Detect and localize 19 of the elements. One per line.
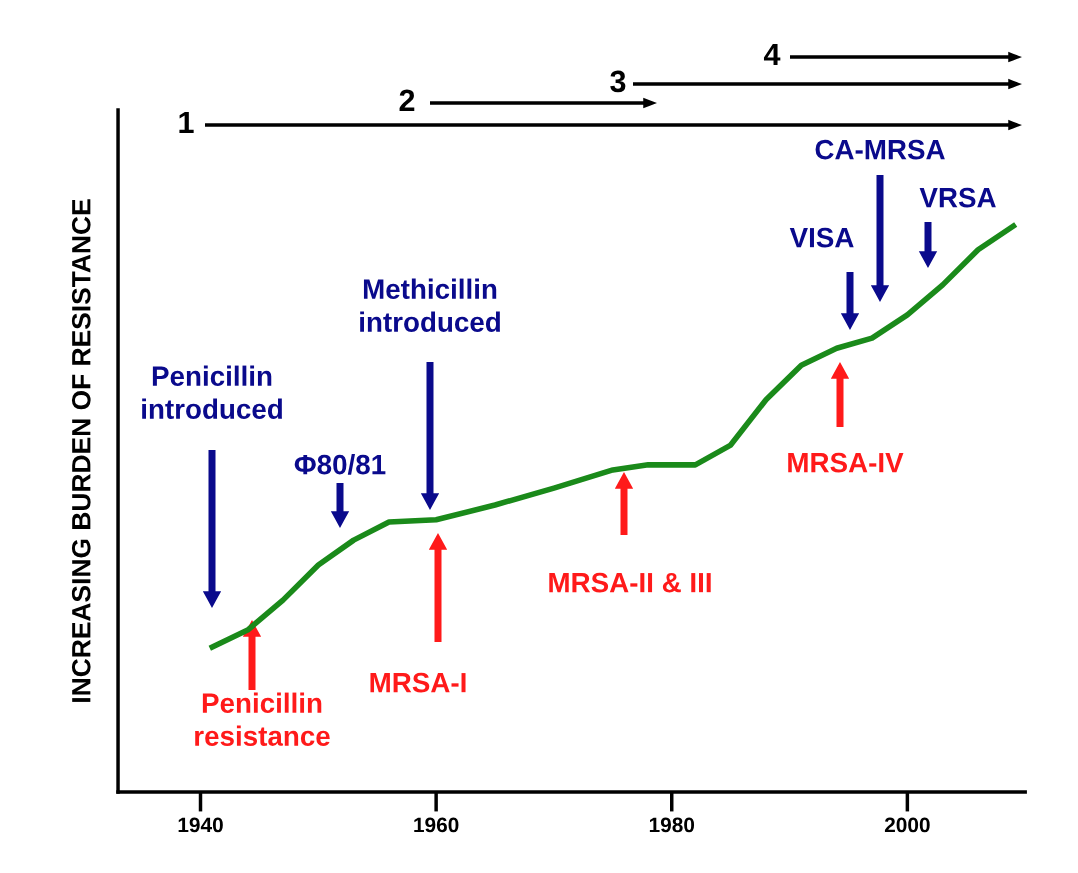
- annotation: MRSA-I: [370, 672, 466, 693]
- x-tick-label: 1960: [414, 817, 459, 833]
- annotation: MRSA-II & III: [549, 572, 711, 593]
- annotation: Methicillin introduced: [360, 278, 500, 332]
- text: 1: [179, 111, 194, 133]
- text: CA-MRSA: [815, 139, 945, 160]
- text: 4: [763, 43, 781, 65]
- x-tick-label: 1940: [178, 817, 223, 833]
- text: 2: [399, 89, 415, 111]
- x-tick-label: 2000: [884, 817, 930, 833]
- annotation: MRSA-IV: [788, 452, 904, 473]
- text: 3: [610, 70, 626, 93]
- annotation: VISA: [789, 227, 854, 248]
- annotation: Penicillin resistance: [195, 692, 330, 746]
- annotation: Φ80/81: [294, 454, 386, 475]
- annotation: Penicillin introduced: [142, 365, 282, 419]
- y-axis-title: INCREASING BURDEN OF RESISTANCE: [71, 199, 91, 702]
- text: VRSA: [919, 187, 996, 208]
- x-tick-label: 1980: [649, 817, 695, 833]
